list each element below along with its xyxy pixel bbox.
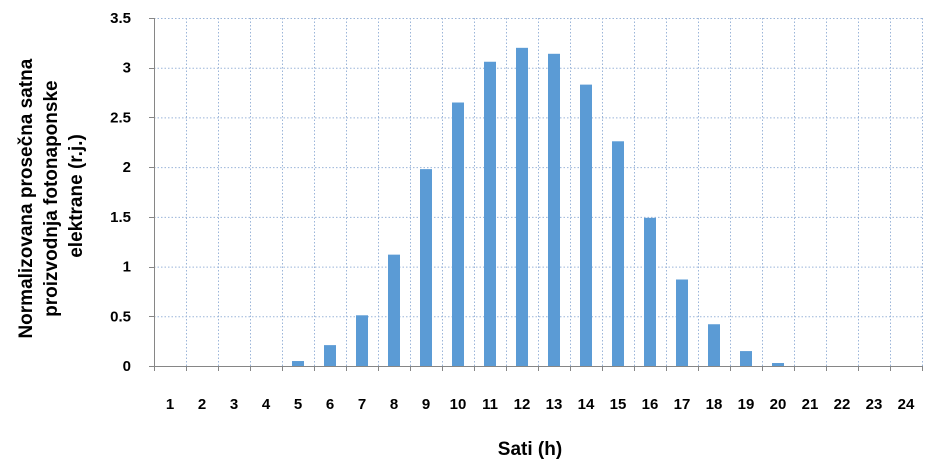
x-tick-label: 19 xyxy=(738,396,755,413)
gridlines xyxy=(154,18,923,366)
x-tick-label: 22 xyxy=(834,396,851,413)
x-tick-label: 10 xyxy=(450,396,467,413)
axes xyxy=(149,18,923,371)
y-tick-label: 0 xyxy=(123,358,131,375)
x-tick-label: 23 xyxy=(866,396,883,413)
y-tick-label: 3.5 xyxy=(110,10,131,27)
y-tick-label: 2 xyxy=(123,159,131,176)
x-tick-label: 12 xyxy=(514,396,531,413)
x-tick-label: 6 xyxy=(326,396,334,413)
x-axis-title: Sati (h) xyxy=(498,439,562,460)
bar xyxy=(292,361,304,366)
x-tick-label: 15 xyxy=(610,396,627,413)
x-tick-label: 2 xyxy=(198,396,206,413)
x-tick-label: 18 xyxy=(706,396,723,413)
x-tick-label: 13 xyxy=(546,396,563,413)
y-axis-title-line-2: proizvodnja fotonaponske xyxy=(41,80,62,316)
y-tick-labels: 0 0.5 1 1.5 2 2.5 3 3.5 xyxy=(110,10,131,375)
x-tick-label: 21 xyxy=(802,396,819,413)
bar xyxy=(612,141,624,366)
x-tick-label: 9 xyxy=(422,396,430,413)
x-tick-label: 24 xyxy=(898,396,915,413)
x-tick-label: 3 xyxy=(230,396,238,413)
x-tick-label: 11 xyxy=(482,396,498,413)
bar xyxy=(484,61,496,367)
x-tick-label: 16 xyxy=(642,396,659,413)
bar xyxy=(676,279,688,366)
bar xyxy=(420,169,432,366)
x-tick-label: 5 xyxy=(294,396,302,413)
x-tick-label: 4 xyxy=(262,396,271,413)
y-tick-label: 2.5 xyxy=(110,109,131,126)
bar xyxy=(708,324,720,366)
bar xyxy=(452,102,464,366)
y-tick-label: 3 xyxy=(123,60,131,77)
bar xyxy=(356,315,368,366)
bars xyxy=(292,47,784,367)
bar xyxy=(580,84,592,367)
bar xyxy=(388,254,400,366)
x-tick-label: 1 xyxy=(166,396,174,413)
bar xyxy=(644,217,656,366)
bar xyxy=(772,363,784,366)
bar xyxy=(548,53,560,367)
x-tick-label: 20 xyxy=(770,396,787,413)
bar xyxy=(740,351,752,366)
x-tick-labels: 1 2 3 4 5 6 7 8 9 10 11 12 13 14 15 16 17 18 19 20 21 22 23 24 xyxy=(166,396,915,413)
y-axis-title: Normalizovana prosečna satna proizvodnja… xyxy=(16,53,87,338)
x-tick-label: 8 xyxy=(390,396,398,413)
x-tick-label: 7 xyxy=(358,396,366,413)
x-tick-label: 14 xyxy=(578,396,595,413)
bar xyxy=(516,47,528,366)
bar xyxy=(324,345,336,366)
y-axis-title-line-3: elektrane (r.j.) xyxy=(66,134,87,258)
y-tick-label: 0.5 xyxy=(110,308,131,325)
y-tick-label: 1 xyxy=(123,259,131,276)
x-tick-label: 17 xyxy=(674,396,691,413)
y-axis-title-line-1: Normalizovana prosečna satna xyxy=(16,58,37,338)
y-tick-label: 1.5 xyxy=(110,209,131,226)
